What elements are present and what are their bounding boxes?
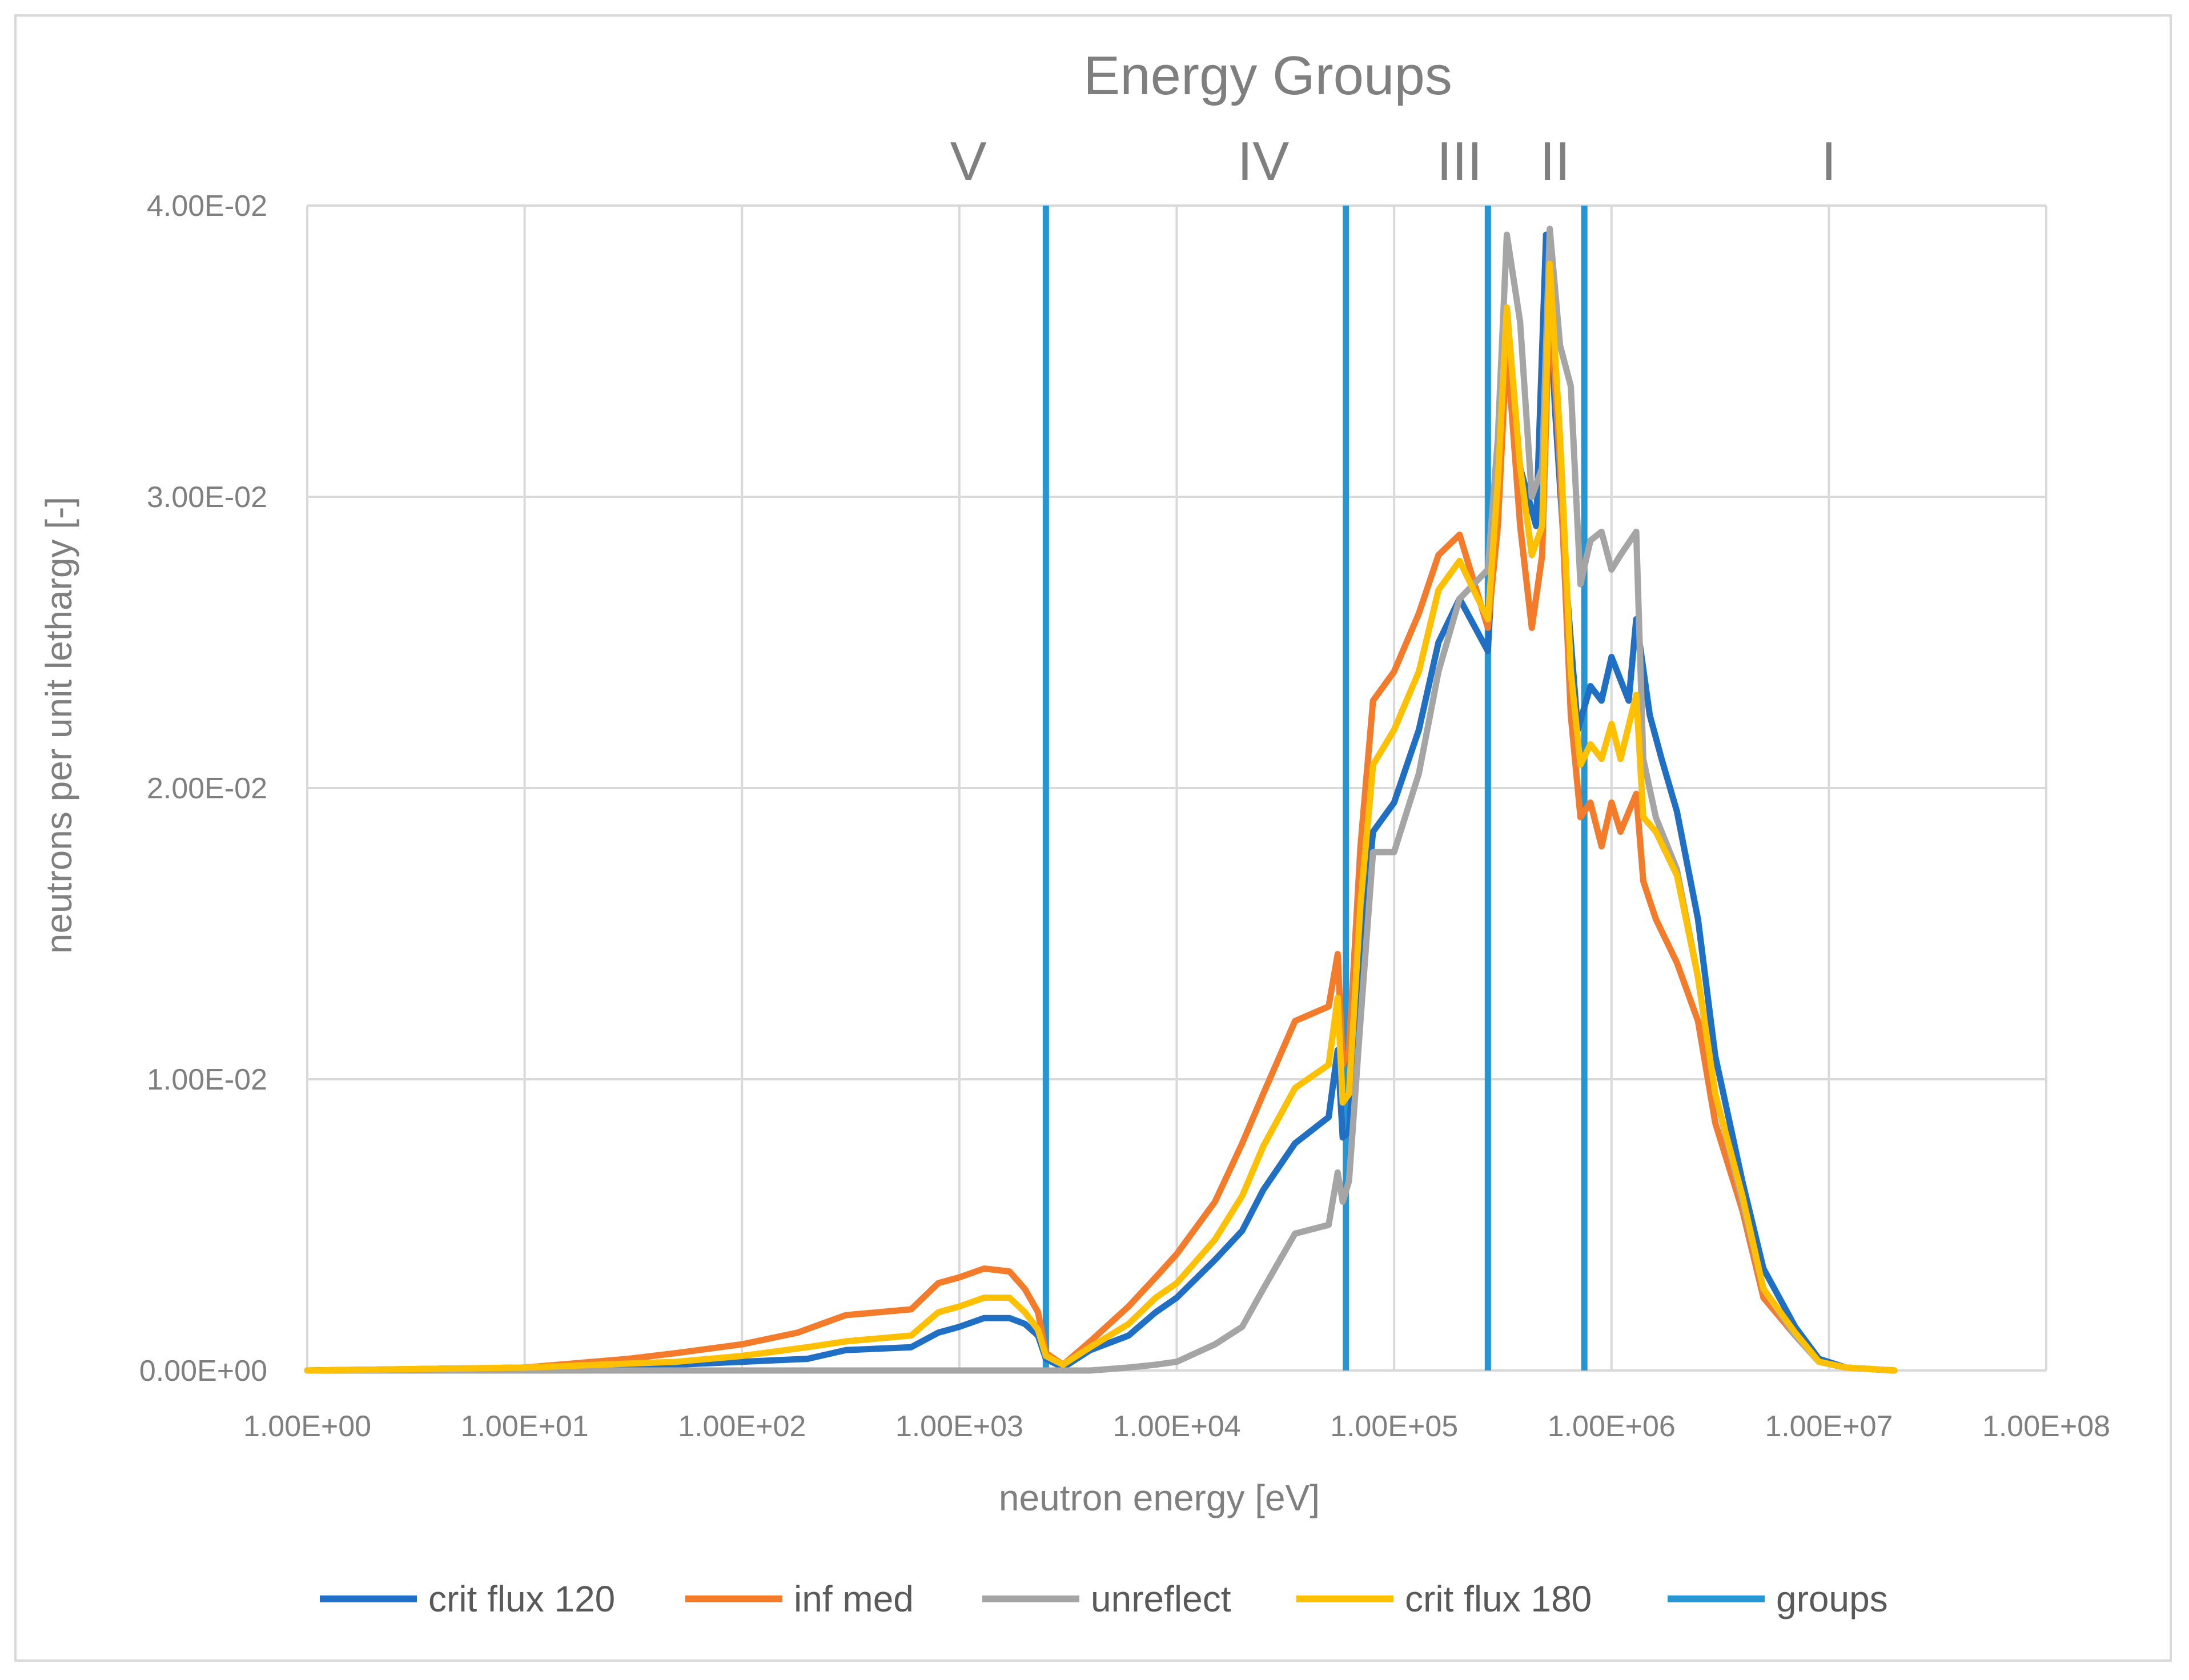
- x-tick-label: 1.00E+07: [1765, 1410, 1893, 1443]
- y-tick-label: 4.00E-02: [147, 190, 267, 223]
- legend: crit flux 120 inf med unreflect crit flux 1…: [320, 1578, 1888, 1619]
- series-line-inf-med: [304, 290, 1898, 1374]
- y-tick-label: 0.00E+00: [139, 1355, 267, 1388]
- chart-title: Energy Groups: [1083, 45, 1452, 106]
- series-line-crit-flux-180: [304, 260, 1898, 1374]
- series-line-crit-flux-120: [304, 231, 1898, 1374]
- x-tick-labels: 1.00E+00 1.00E+01 1.00E+02 1.00E+03 1.00E+04…: [243, 1410, 2110, 1443]
- y-tick-label: 2.00E-02: [147, 772, 267, 805]
- x-tick-label: 1.00E+03: [895, 1410, 1023, 1443]
- series-lines: [304, 226, 1898, 1374]
- legend-label: crit flux 120: [428, 1578, 615, 1619]
- group-labels: V IV III II I: [950, 131, 1837, 192]
- group-label: III: [1437, 131, 1483, 192]
- y-tick-labels: 0.00E+00 1.00E-02 2.00E-02 3.00E-02 4.00E-02: [139, 190, 267, 1388]
- x-axis-title: neutron energy [eV]: [999, 1477, 1320, 1518]
- x-tick-label: 1.00E+01: [461, 1410, 589, 1443]
- group-label: IV: [1238, 131, 1290, 192]
- legend-label: unreflect: [1091, 1578, 1231, 1619]
- legend-label: crit flux 180: [1405, 1578, 1592, 1619]
- x-tick-label: 1.00E+00: [243, 1410, 371, 1443]
- legend-label: inf med: [794, 1578, 914, 1619]
- grid-lines: [306, 204, 2047, 1372]
- y-tick-label: 1.00E-02: [147, 1063, 267, 1096]
- group-label: II: [1540, 131, 1570, 192]
- x-tick-label: 1.00E+08: [1982, 1410, 2110, 1443]
- x-tick-label: 1.00E+06: [1548, 1410, 1676, 1443]
- x-tick-label: 1.00E+05: [1330, 1410, 1458, 1443]
- chart-frame: [14, 14, 2172, 1662]
- y-tick-label: 3.00E-02: [147, 481, 267, 514]
- x-tick-label: 1.00E+02: [678, 1410, 806, 1443]
- group-boundaries: [1042, 206, 1588, 1370]
- x-tick-label: 1.00E+04: [1112, 1410, 1240, 1443]
- series-line-unreflect: [304, 226, 1898, 1374]
- group-label: V: [950, 131, 987, 192]
- legend-label: groups: [1776, 1578, 1888, 1619]
- y-axis-title: neutrons per unit lethargy [-]: [38, 497, 79, 954]
- group-label: I: [1821, 131, 1837, 192]
